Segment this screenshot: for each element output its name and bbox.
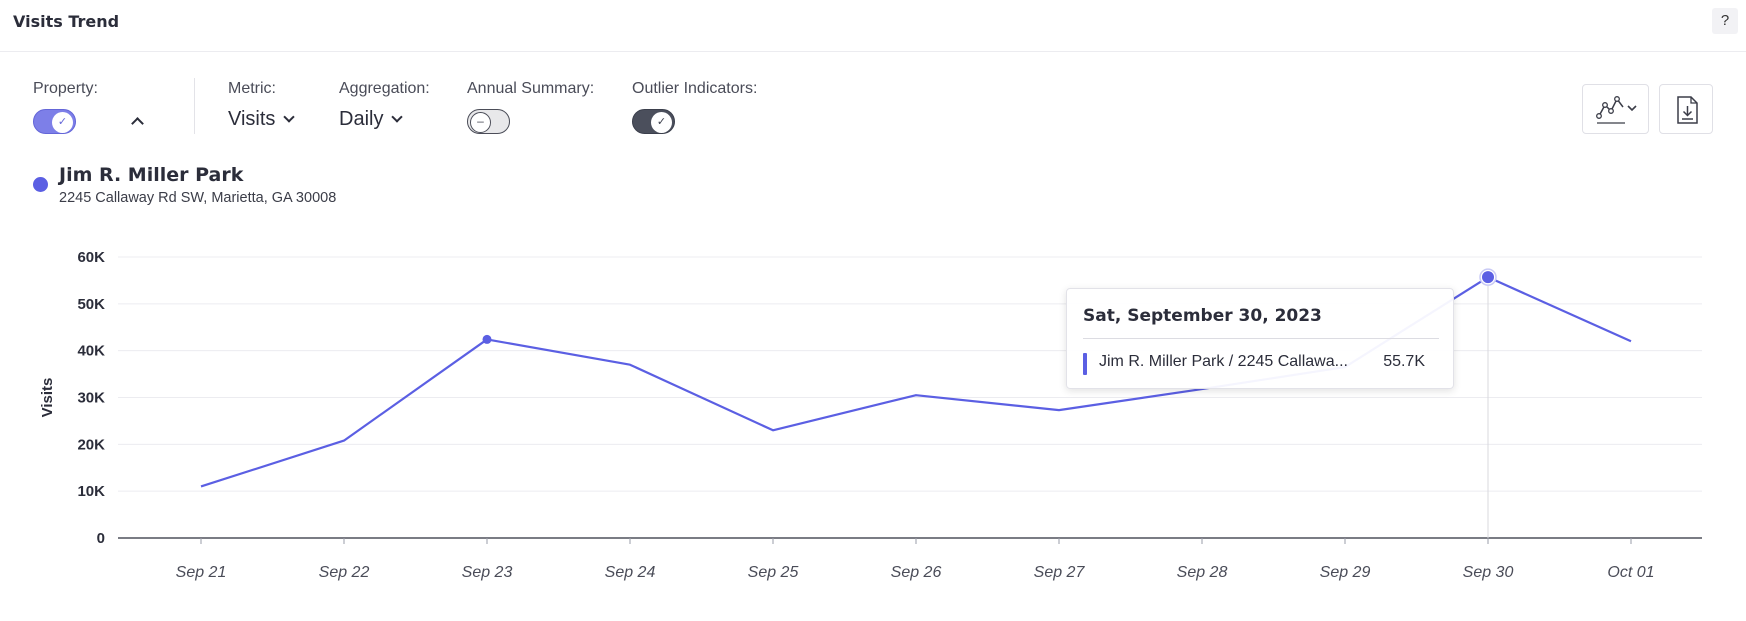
line-chart-icon: [1596, 96, 1637, 124]
x-tick-label: Sep 23: [462, 564, 513, 581]
metric-dropdown[interactable]: Visits: [228, 108, 296, 131]
aggregation-label: Aggregation:: [339, 80, 430, 97]
aggregation-dropdown[interactable]: Daily: [339, 108, 404, 131]
property-label: Property:: [33, 80, 98, 97]
x-tick-label: Sep 29: [1320, 564, 1371, 581]
legend-property-name: Jim R. Miller Park: [59, 164, 244, 186]
tooltip-date: Sat, September 30, 2023: [1083, 306, 1322, 326]
highlight-point: [1482, 271, 1494, 284]
chart-tooltip: Sat, September 30, 2023 Jim R. Miller Pa…: [1066, 288, 1454, 389]
y-tick-label: 60K: [77, 249, 105, 266]
annual-summary-label: Annual Summary:: [467, 80, 595, 97]
outlier-indicators-label: Outlier Indicators:: [632, 80, 758, 97]
download-file-icon: [1677, 96, 1698, 124]
tooltip-series-label: Jim R. Miller Park / 2245 Callawa...: [1099, 353, 1348, 370]
export-button[interactable]: [1659, 84, 1713, 134]
y-axis-title: Visits: [39, 378, 56, 418]
tooltip-series-swatch: [1083, 353, 1087, 375]
widget-title: Visits Trend: [13, 12, 120, 31]
x-tick-label: Sep 25: [748, 564, 799, 581]
annual-summary-toggle[interactable]: –: [467, 109, 510, 134]
tooltip-series-value: 55.7K: [1383, 353, 1425, 370]
metric-label: Metric:: [228, 80, 276, 97]
y-tick-label: 50K: [77, 296, 105, 313]
check-icon: ✓: [52, 112, 73, 133]
chart-type-button[interactable]: [1582, 84, 1649, 134]
chevron-up-icon[interactable]: [131, 117, 144, 130]
legend-color-dot: [33, 177, 48, 192]
y-tick-label: 10K: [77, 483, 105, 500]
y-tick-label: 20K: [77, 436, 105, 453]
dash-icon: –: [470, 111, 491, 133]
x-tick-label: Sep 21: [176, 564, 227, 581]
outlier-indicators-toggle[interactable]: ✓: [632, 109, 675, 134]
check-icon: ✓: [651, 112, 672, 133]
x-tick-label: Oct 01: [1607, 564, 1654, 581]
x-tick-label: Sep 27: [1034, 564, 1086, 581]
legend-property-address: 2245 Callaway Rd SW, Marietta, GA 30008: [59, 190, 337, 206]
tooltip-divider: [1083, 338, 1439, 339]
x-tick-label: Sep 22: [319, 564, 370, 581]
widget-header: Visits Trend ?: [0, 0, 1746, 52]
property-toggle[interactable]: ✓: [33, 109, 76, 134]
x-tick-label: Sep 28: [1177, 564, 1228, 581]
chevron-down-icon: [391, 111, 404, 123]
metric-value: Visits: [228, 108, 276, 130]
outlier-point: [482, 334, 492, 344]
x-tick-label: Sep 30: [1463, 564, 1514, 581]
controls-divider: [194, 78, 195, 134]
visits-line-chart[interactable]: 0 10K 20K 30K 40K 50K 60K Visits Sep 21 Sep 22 Sep…: [0, 230, 1746, 621]
help-button[interactable]: ?: [1712, 8, 1738, 34]
y-tick-label: 40K: [77, 343, 105, 360]
y-tick-label: 30K: [77, 390, 105, 407]
aggregation-value: Daily: [339, 108, 384, 130]
x-tick-label: Sep 26: [891, 564, 942, 581]
chevron-down-icon: [283, 111, 296, 123]
x-tick-label: Sep 24: [605, 564, 656, 581]
y-tick-label: 0: [97, 530, 105, 547]
